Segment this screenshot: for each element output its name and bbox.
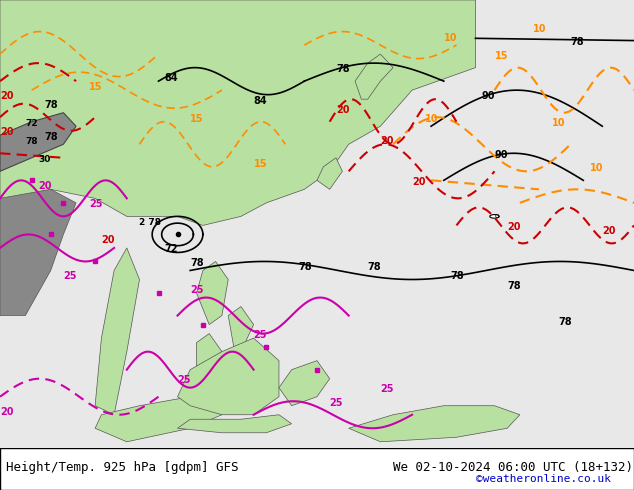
- Text: 25: 25: [190, 285, 204, 295]
- Text: 72: 72: [25, 119, 38, 128]
- Text: 10: 10: [425, 114, 438, 123]
- Text: Height/Temp. 925 hPa [gdpm] GFS: Height/Temp. 925 hPa [gdpm] GFS: [6, 461, 239, 474]
- FancyBboxPatch shape: [0, 448, 634, 490]
- Text: 78: 78: [298, 263, 311, 272]
- Polygon shape: [317, 158, 342, 189]
- Text: 25: 25: [178, 375, 191, 385]
- Text: 10: 10: [552, 118, 565, 128]
- Text: 15: 15: [89, 82, 102, 92]
- Text: 25: 25: [330, 398, 343, 408]
- Text: 78: 78: [25, 137, 38, 146]
- Text: 20: 20: [602, 226, 616, 236]
- Polygon shape: [279, 361, 330, 406]
- Text: 10: 10: [444, 32, 457, 43]
- Polygon shape: [0, 189, 76, 316]
- Text: 78: 78: [507, 280, 521, 291]
- Text: We 02-10-2024 06:00 UTC (18+132): We 02-10-2024 06:00 UTC (18+132): [393, 461, 633, 474]
- Text: 78: 78: [44, 132, 58, 142]
- Text: 78: 78: [368, 263, 381, 272]
- Text: 25: 25: [254, 330, 267, 340]
- Text: 20: 20: [38, 181, 51, 191]
- Text: 78: 78: [336, 64, 349, 74]
- Text: 20: 20: [507, 222, 521, 232]
- Polygon shape: [355, 54, 393, 99]
- Text: 84: 84: [165, 73, 178, 83]
- Text: 78: 78: [44, 100, 58, 110]
- Text: 20: 20: [0, 127, 13, 137]
- Text: 2 78: 2 78: [139, 219, 162, 227]
- Polygon shape: [95, 397, 222, 442]
- Text: 20: 20: [336, 105, 349, 115]
- Text: 72: 72: [165, 245, 178, 254]
- Text: 20: 20: [0, 407, 13, 416]
- Polygon shape: [178, 415, 292, 433]
- Text: o: o: [495, 213, 498, 220]
- Text: 78: 78: [190, 258, 204, 268]
- Polygon shape: [228, 307, 254, 352]
- Text: 78: 78: [558, 317, 571, 326]
- Text: 20: 20: [0, 91, 13, 101]
- Text: 20: 20: [412, 177, 425, 187]
- Polygon shape: [197, 334, 222, 369]
- Text: ©weatheronline.co.uk: ©weatheronline.co.uk: [476, 474, 611, 484]
- Text: 30: 30: [38, 155, 51, 164]
- Text: 25: 25: [380, 384, 394, 394]
- Ellipse shape: [490, 215, 500, 218]
- Polygon shape: [0, 113, 76, 172]
- Text: 25: 25: [63, 271, 77, 281]
- Text: 15: 15: [254, 159, 267, 169]
- Text: 90: 90: [495, 150, 508, 160]
- Polygon shape: [349, 406, 520, 442]
- Polygon shape: [95, 248, 139, 415]
- Polygon shape: [197, 262, 228, 324]
- Text: 25: 25: [89, 199, 102, 209]
- Text: 10: 10: [590, 163, 603, 173]
- Text: 20: 20: [380, 136, 394, 146]
- Text: 20: 20: [101, 235, 115, 245]
- Text: 90: 90: [482, 91, 495, 101]
- Text: 78: 78: [450, 271, 463, 281]
- Polygon shape: [0, 0, 476, 225]
- Text: 78: 78: [571, 37, 584, 47]
- Text: 15: 15: [495, 50, 508, 61]
- Text: 84: 84: [254, 96, 267, 106]
- Text: 15: 15: [190, 114, 204, 123]
- Polygon shape: [178, 338, 279, 415]
- Text: 10: 10: [533, 24, 546, 33]
